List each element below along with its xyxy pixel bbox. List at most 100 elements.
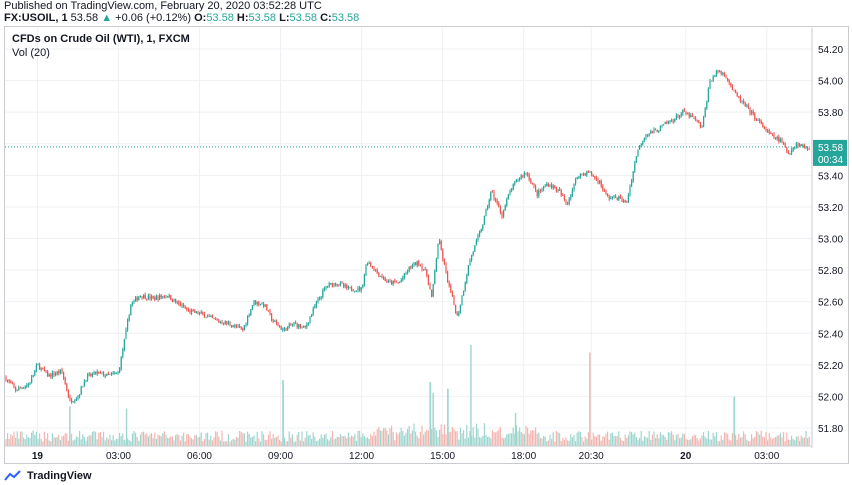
- volume-bar: [136, 436, 138, 446]
- time-axis: 19 03:00 06:00 09:00 12:00 15:00 18:00 20:30 20 0…: [32, 451, 780, 462]
- candle-body: [151, 296, 153, 299]
- candle-body: [237, 326, 239, 327]
- candle-body: [336, 284, 338, 286]
- candle-body: [610, 198, 612, 199]
- candle-body: [317, 299, 319, 303]
- volume-bar: [239, 431, 241, 446]
- volume-bar: [315, 441, 317, 446]
- candle-body: [701, 126, 703, 128]
- candle-body: [131, 302, 133, 305]
- candle-body: [223, 323, 225, 325]
- candle-body: [195, 311, 197, 313]
- volume-bar: [631, 431, 633, 446]
- volume-bar: [37, 438, 39, 446]
- candle-body: [475, 240, 477, 246]
- volume-bar: [394, 440, 396, 446]
- candle-body: [730, 82, 732, 86]
- price-axis: 51.80 52.00 52.20 52.40 52.60 52.80 53.00 53.20…: [818, 45, 843, 435]
- volume-bar: [383, 428, 385, 446]
- candle-body: [554, 185, 556, 188]
- candle-body: [405, 272, 407, 274]
- tradingview-branding[interactable]: TradingView: [4, 468, 92, 484]
- volume-bar: [58, 434, 60, 446]
- volume-bar: [247, 431, 249, 446]
- volume-bar: [639, 437, 641, 446]
- volume-bar: [354, 433, 356, 446]
- candle-body: [443, 259, 445, 265]
- candle-body: [759, 119, 761, 122]
- candle-body: [277, 323, 279, 327]
- candle-body: [59, 369, 61, 374]
- volume-bar: [280, 441, 282, 446]
- chart-legend-title[interactable]: CFDs on Crude Oil (WTI), 1, FXCM: [12, 33, 190, 45]
- candle-body: [181, 304, 183, 307]
- volume-bar: [15, 437, 17, 446]
- candle-body: [29, 383, 31, 385]
- candle-body: [240, 327, 242, 329]
- candle-body: [586, 171, 588, 176]
- candle-body: [466, 275, 468, 283]
- volume-bar: [437, 436, 439, 446]
- volume-bar: [275, 437, 277, 446]
- volume-bar: [168, 437, 170, 446]
- candle-body: [775, 137, 777, 139]
- candle-body: [568, 198, 570, 204]
- volume-bar: [783, 431, 785, 446]
- volume-bar: [447, 388, 449, 446]
- volume-bar: [442, 434, 444, 446]
- candle-body: [192, 310, 194, 311]
- candle-body: [397, 282, 399, 284]
- volume-bar: [805, 431, 807, 446]
- volume-bar: [88, 435, 90, 446]
- volume-bar: [135, 432, 137, 446]
- candle-body: [789, 153, 791, 155]
- candle-body: [647, 135, 649, 136]
- volume-bar: [695, 435, 697, 446]
- candle-body: [101, 372, 103, 374]
- volume-bar: [571, 437, 573, 446]
- candle-body: [549, 184, 551, 186]
- candle-body: [712, 76, 714, 81]
- candle-body: [375, 270, 377, 272]
- volume-bar: [584, 436, 586, 446]
- candle-body: [527, 173, 529, 175]
- volume-bar: [624, 434, 626, 446]
- volume-bar: [661, 434, 663, 446]
- candle-body: [165, 296, 167, 298]
- candle-body: [93, 371, 95, 374]
- volume-bar: [122, 433, 124, 446]
- volume-bar: [347, 432, 349, 446]
- candle-body: [567, 202, 569, 204]
- candle-body: [733, 89, 735, 91]
- candle-body: [149, 295, 151, 299]
- volume-bar: [448, 432, 450, 446]
- volume-bar: [288, 431, 290, 446]
- candle-body: [7, 380, 9, 382]
- candle-body: [141, 296, 143, 298]
- candle-body: [322, 290, 324, 298]
- volume-legend[interactable]: Vol (20): [12, 47, 50, 59]
- volume-bar: [114, 440, 116, 446]
- candle-body: [210, 316, 212, 317]
- volume-bar: [605, 433, 607, 446]
- volume-bar: [587, 432, 589, 446]
- volume-bar: [728, 439, 730, 446]
- volume-bar: [381, 430, 383, 446]
- candle-body: [19, 387, 21, 389]
- candle-body: [605, 190, 607, 194]
- volume-bar: [368, 439, 370, 446]
- volume-bar: [439, 429, 441, 446]
- volume-bar: [717, 440, 719, 446]
- candle-body: [672, 120, 674, 122]
- volume-bar: [191, 438, 193, 446]
- candle-body: [167, 296, 169, 298]
- candle-body: [37, 364, 39, 366]
- candle-body: [535, 186, 537, 190]
- candle-body: [765, 128, 767, 131]
- volume-bar: [642, 440, 644, 446]
- candle-body: [26, 385, 28, 387]
- candle-body: [791, 150, 793, 154]
- price-chart[interactable]: 51.80 52.00 52.20 52.40 52.60 52.80 53.00 53.20…: [0, 0, 852, 468]
- volume-bar: [410, 433, 412, 446]
- y-tick-label: 52.60: [818, 298, 843, 309]
